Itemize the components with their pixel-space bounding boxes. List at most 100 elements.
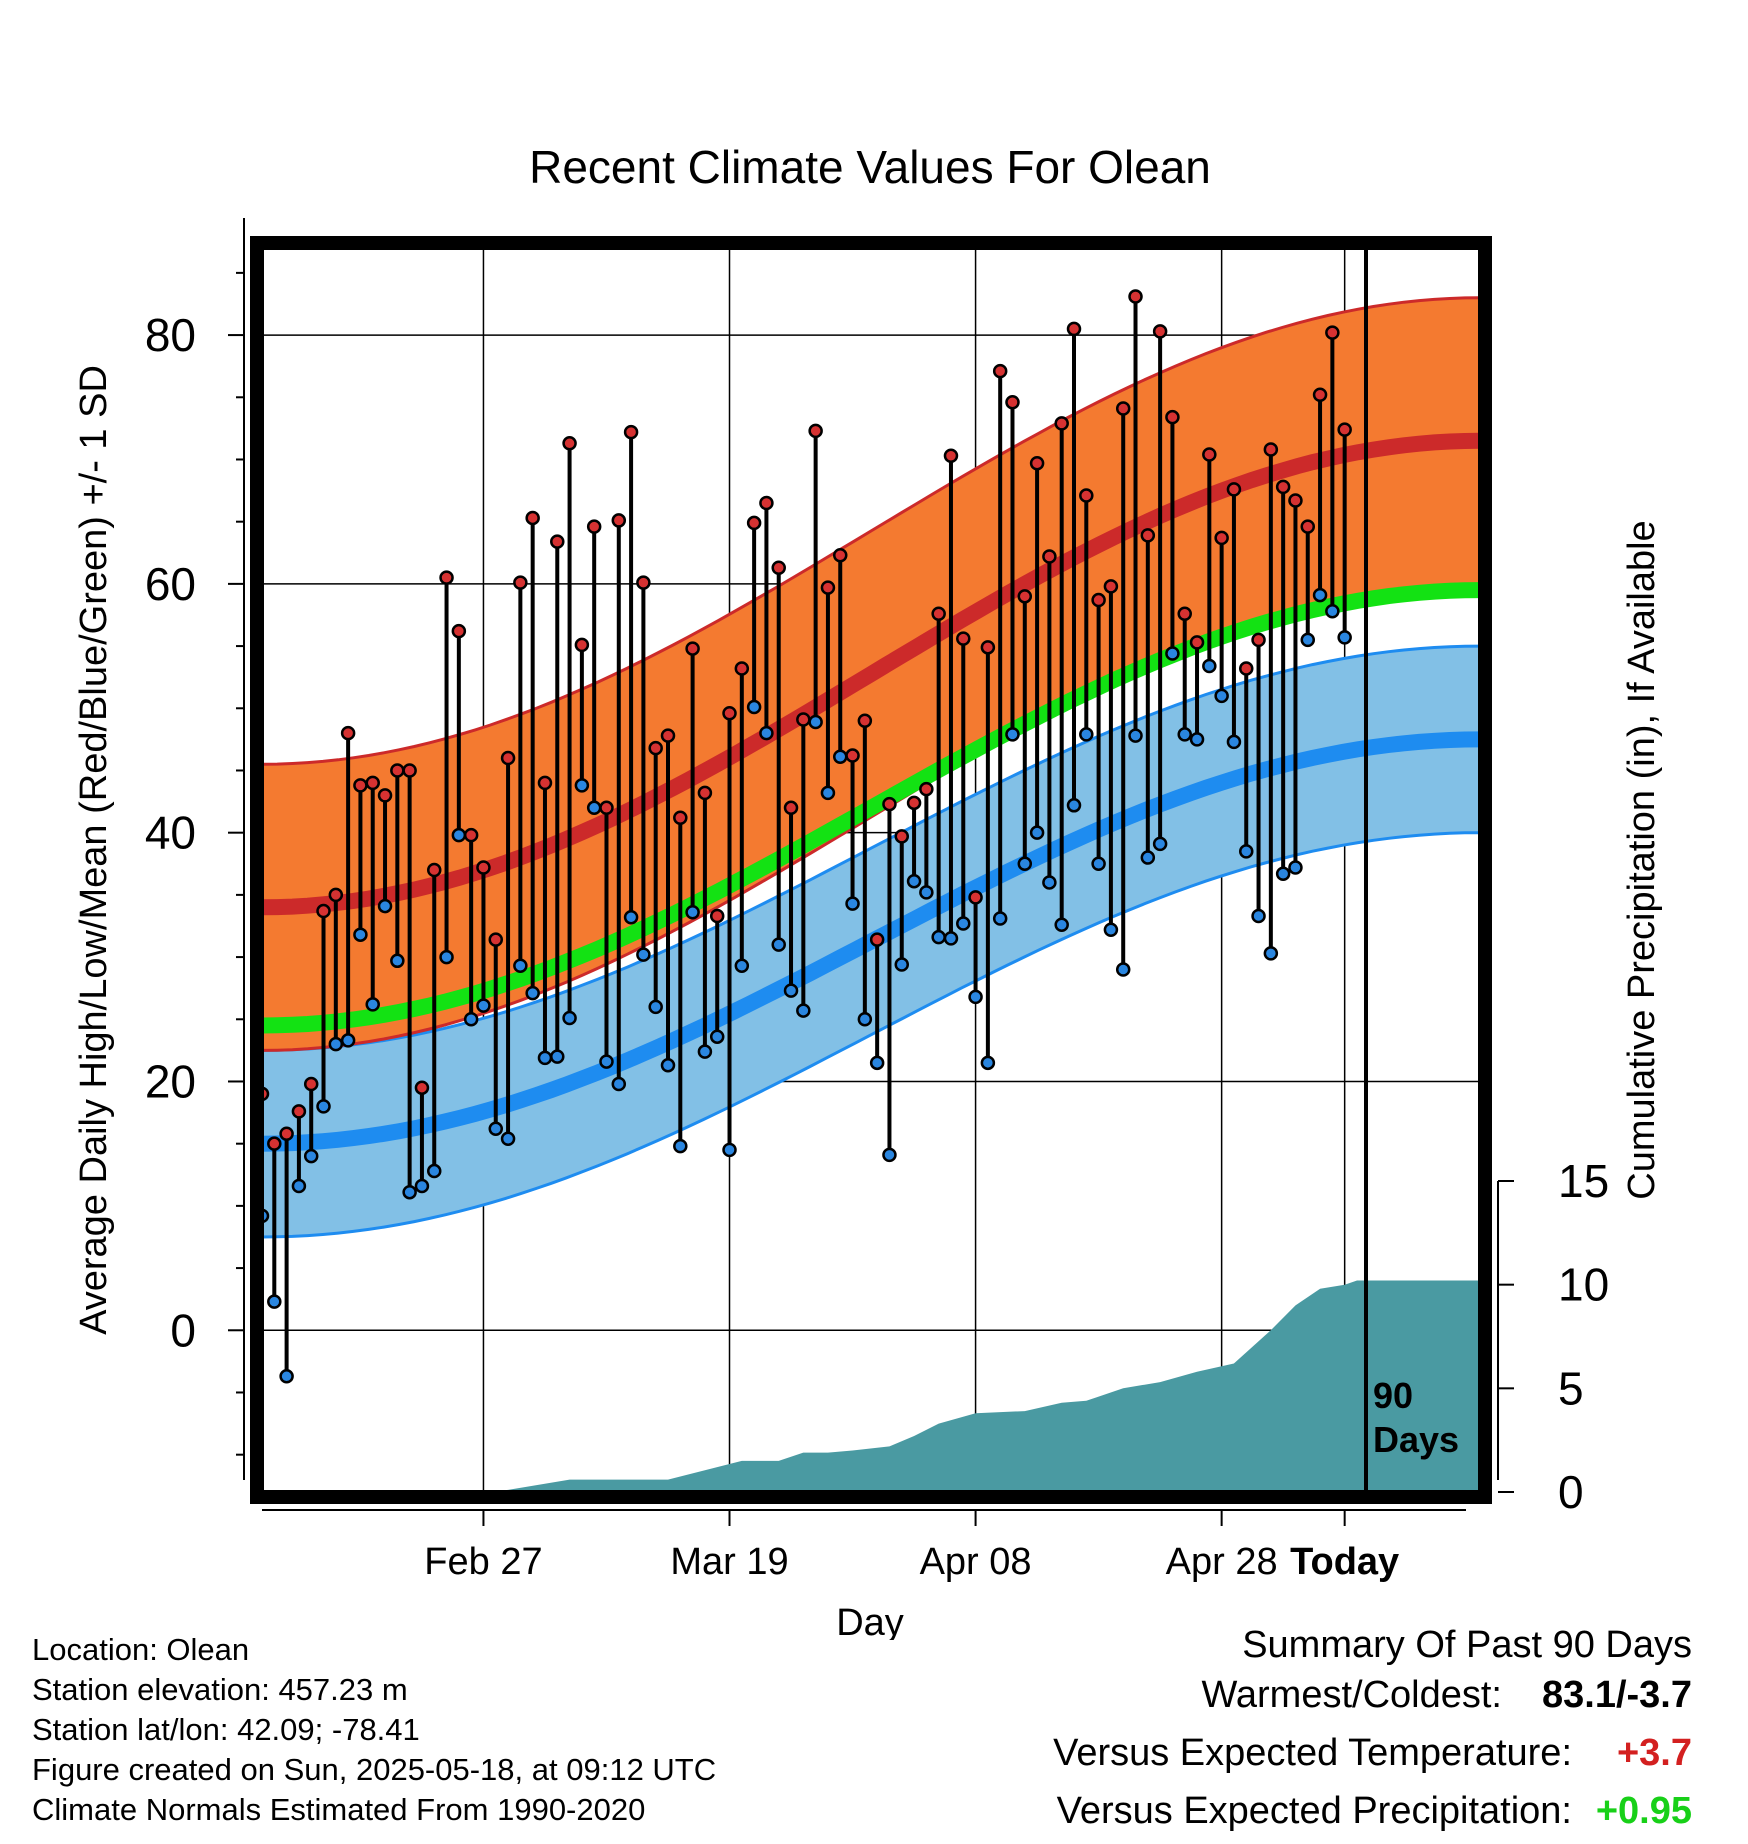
daily-high-point — [414, 1080, 430, 1095]
daily-high-point — [525, 510, 540, 526]
temp-value: +3.7 — [1616, 1732, 1692, 1774]
daily-high-point — [291, 1104, 307, 1119]
left-axis-tick-label: 20 — [145, 1055, 196, 1107]
daily-low-point — [1066, 798, 1082, 813]
warmest-value: 83.1/-3.7 — [1542, 1674, 1692, 1716]
daily-high-point — [500, 750, 516, 766]
daily-high-point — [906, 795, 922, 811]
daily-high-point — [426, 862, 442, 878]
daily-low-point — [1251, 908, 1266, 924]
daily-low-point — [956, 916, 971, 931]
daily-low-point — [980, 1055, 996, 1071]
daily-low-point — [1325, 603, 1340, 619]
daily-low-point — [1300, 632, 1316, 648]
bottom-axis-tick-label: Feb 27 — [424, 1541, 542, 1583]
daily-low-point — [513, 958, 528, 974]
right-axis: 0 5 10 15 — [1497, 1155, 1609, 1518]
y-axis-label: Average Daily High/Low/Mean (Red/Blue/Gr… — [73, 365, 115, 1335]
chart-title: Recent Climate Values For Olean — [529, 141, 1211, 193]
daily-low-point — [1288, 860, 1303, 875]
daily-low-point — [1091, 856, 1106, 872]
high-sd-upper — [262, 296, 1480, 766]
summary-title: Summary Of Past 90 Days — [1242, 1624, 1692, 1666]
daily-low-point — [1103, 922, 1119, 937]
left-axis-tick-label: 0 — [170, 1304, 196, 1356]
daily-low-point — [316, 1099, 331, 1114]
summary-warmest-row: Warmest/Coldest: 83.1/-3.7 — [1053, 1670, 1692, 1728]
daily-high-point — [1312, 387, 1328, 403]
daily-high-point — [513, 575, 528, 590]
daily-low-point — [279, 1369, 294, 1384]
daily-low-point — [303, 1148, 319, 1164]
daily-low-point — [906, 873, 922, 889]
daily-low-point — [550, 1049, 565, 1064]
daily-low-point — [857, 1012, 873, 1027]
daily-high-point — [771, 560, 786, 575]
daily-high-point — [537, 775, 553, 791]
daily-low-point — [931, 929, 946, 945]
daily-high-point — [1079, 488, 1094, 503]
daily-low-point — [500, 1131, 516, 1146]
daily-high-point — [340, 725, 356, 741]
daily-low-point — [894, 957, 910, 972]
today-marker-line1: 90 — [1373, 1375, 1413, 1416]
daily-low-point — [832, 749, 848, 765]
plot-frame — [250, 236, 1492, 1504]
daily-low-point — [1042, 875, 1057, 890]
daily-low-point — [734, 958, 750, 974]
station-info: Location: Olean Station elevation: 457.2… — [32, 1630, 716, 1830]
daily-high-point — [796, 712, 811, 727]
daily-low-point — [746, 699, 762, 715]
daily-high-point — [1005, 395, 1020, 410]
daily-low-point — [943, 931, 959, 946]
daily-high-point — [1054, 416, 1069, 431]
daily-low-point — [599, 1054, 614, 1069]
daily-low-point — [267, 1294, 282, 1309]
elevation-text: Station elevation: 457.23 m — [32, 1672, 408, 1707]
daily-high-point — [1238, 661, 1254, 676]
daily-high-point — [648, 740, 663, 756]
daily-low-point — [992, 911, 1008, 926]
low-sd-lower — [262, 831, 1480, 1239]
daily-high-point — [611, 513, 627, 528]
daily-high-point — [956, 631, 971, 646]
daily-low-point — [1177, 727, 1192, 742]
left-axis-tick-label: 40 — [145, 807, 196, 859]
daily-high-point — [832, 548, 848, 563]
x-axis-label: Day — [836, 1602, 904, 1640]
daily-high-point — [267, 1136, 282, 1151]
daily-high-point — [968, 890, 983, 905]
daily-high-point — [451, 623, 467, 639]
daily-low-point — [1165, 646, 1180, 661]
daily-high-point — [931, 606, 946, 621]
left-axis-tick-label: 80 — [145, 309, 196, 361]
climate-chart: Recent Climate Values For Olean 90 Days … — [73, 141, 1663, 1640]
daily-high-point — [919, 781, 934, 797]
summary-temp-row: Versus Expected Temperature: +3.7 — [1053, 1728, 1692, 1786]
daily-low-point — [1214, 688, 1229, 704]
daily-high-point — [1288, 493, 1303, 508]
daily-low-point — [488, 1121, 504, 1137]
left-axis-tick-label: 60 — [145, 558, 196, 610]
daily-high-point — [820, 580, 836, 595]
left-axis: 0 20 40 60 80 — [145, 218, 245, 1480]
created-text: Figure created on Sun, 2025-05-18, at 09… — [32, 1752, 717, 1787]
daily-low-point — [623, 910, 639, 925]
daily-low-point — [414, 1178, 430, 1194]
daily-low-point — [845, 896, 860, 911]
daily-low-point — [426, 1163, 442, 1179]
daily-high-point — [1226, 482, 1242, 497]
daily-low-point — [451, 827, 467, 843]
daily-low-point — [1202, 658, 1217, 674]
daily-low-point — [586, 800, 602, 816]
daily-high-point — [1029, 455, 1045, 471]
daily-high-point — [476, 860, 491, 875]
daily-high-point — [759, 495, 774, 511]
daily-low-point — [439, 949, 454, 965]
daily-high-point — [857, 713, 873, 728]
daily-high-point — [808, 423, 823, 439]
daily-high-point — [685, 641, 700, 656]
daily-high-point — [1337, 422, 1352, 437]
daily-low-point — [574, 778, 590, 793]
daily-high-point — [869, 932, 885, 947]
